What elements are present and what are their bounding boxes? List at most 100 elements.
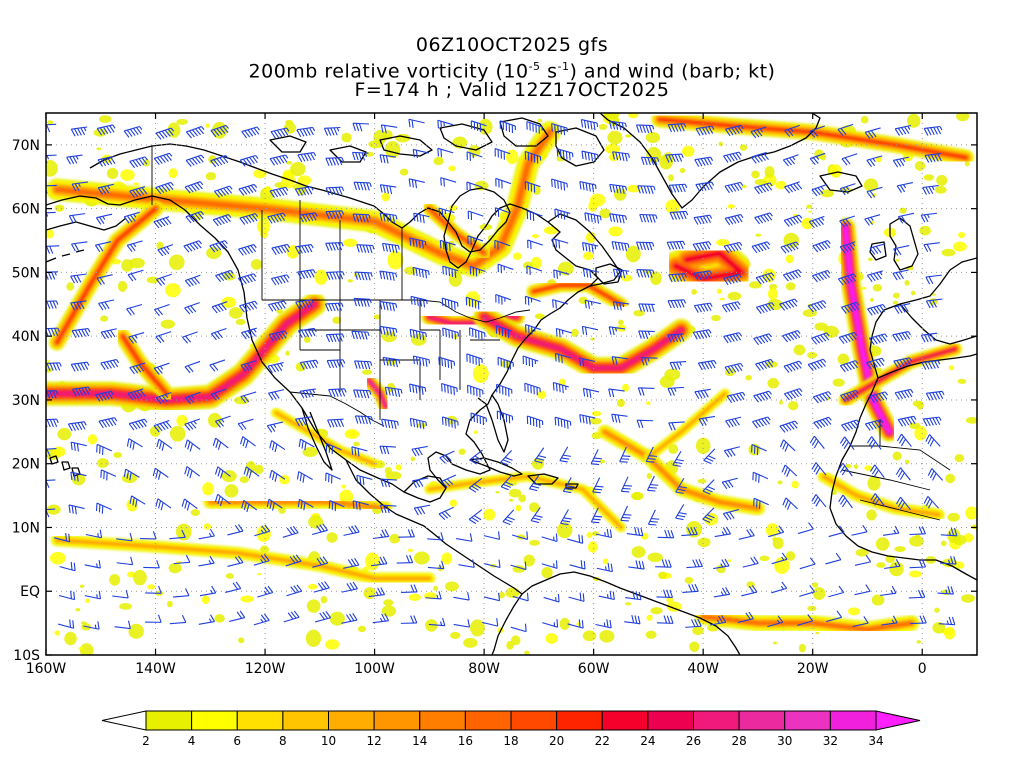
colorbar-label: 16: [458, 734, 473, 748]
wind-barb: [71, 241, 88, 252]
wind-barb: [199, 585, 217, 597]
wind-barb: [567, 619, 584, 629]
wind-barb: [315, 610, 332, 623]
vorticity-speckle: [646, 401, 651, 406]
wind-barb: [556, 148, 574, 161]
wind-barb: [83, 621, 100, 630]
vorticity-speckle: [872, 193, 877, 198]
us-canada-border: [262, 299, 531, 323]
vorticity-speckle: [425, 619, 438, 632]
wind-barb: [781, 464, 798, 477]
colorbar-label: 6: [233, 734, 241, 748]
wind-barb: [153, 152, 173, 165]
wind-barb: [412, 148, 429, 159]
wind-barb: [771, 581, 788, 594]
vorticity-speckle: [645, 630, 657, 639]
wind-barb: [298, 438, 315, 451]
vorticity-speckle: [121, 259, 134, 272]
wind-barb: [184, 181, 204, 194]
vorticity-speckle: [599, 459, 606, 464]
wind-barb: [894, 124, 911, 136]
wind-barb: [379, 184, 397, 195]
colorbar-segment: [693, 710, 740, 731]
vorticity-speckle: [785, 282, 796, 291]
wind-barb: [755, 272, 775, 285]
wind-barb: [100, 469, 117, 481]
wind-barb: [709, 615, 727, 626]
vorticity-speckle: [534, 313, 545, 320]
vorticity-speckle: [716, 564, 726, 574]
wind-barb: [809, 435, 825, 449]
vorticity-speckle: [650, 607, 663, 615]
vorticity-speckle: [109, 573, 121, 586]
wind-barb: [828, 525, 845, 538]
vorticity-speckle: [892, 292, 900, 299]
wind-barb: [612, 151, 630, 162]
vorticity-speckle: [582, 630, 597, 642]
colorbar-segment: [373, 710, 421, 731]
wind-barb: [466, 151, 483, 161]
title2-exp1: -5: [528, 60, 541, 73]
wind-barb: [559, 446, 571, 463]
wind-barb: [409, 417, 427, 430]
vorticity-speckle: [263, 186, 272, 195]
wind-barb: [868, 333, 888, 345]
wind-barb: [755, 358, 774, 371]
wind-barb: [294, 243, 314, 255]
wind-barb: [511, 531, 529, 540]
vorticity-speckle: [751, 170, 760, 179]
wind-barb: [70, 300, 87, 311]
vorticity-speckle: [625, 245, 641, 263]
vorticity-speckle: [411, 333, 427, 346]
wind-barb: [266, 421, 284, 433]
wind-barb: [510, 561, 527, 571]
colorbar-label: 2: [142, 734, 150, 748]
colorbar-segment: [328, 710, 375, 731]
wind-barb: [70, 126, 88, 137]
wind-barb: [896, 433, 912, 447]
vorticity-speckle: [620, 274, 633, 282]
wind-barb: [440, 474, 457, 488]
wind-barb: [645, 446, 658, 463]
wind-barb: [784, 124, 800, 138]
vorticity-speckle: [665, 199, 680, 214]
wind-barb: [156, 273, 172, 286]
wind-barb: [552, 381, 569, 394]
vorticity-speckle: [598, 123, 608, 131]
wind-barb: [811, 494, 827, 508]
vorticity-speckle: [353, 441, 360, 447]
vorticity-speckle: [894, 546, 906, 552]
wind-barb: [608, 388, 625, 398]
vorticity-speckle: [121, 473, 138, 484]
wind-barb: [925, 434, 941, 447]
vorticity-speckle: [128, 623, 144, 639]
wind-barb: [466, 181, 483, 192]
vorticity-speckle: [228, 307, 243, 319]
wind-barb: [253, 613, 270, 626]
vorticity-speckle: [206, 247, 222, 259]
wind-barb: [839, 183, 856, 196]
vorticity-speckle: [306, 599, 321, 613]
vorticity-speckle: [855, 548, 869, 557]
wind-barb: [46, 327, 60, 337]
vorticity-speckle: [357, 625, 367, 633]
wind-barb: [722, 509, 740, 521]
wind-barb: [341, 612, 358, 624]
wind-barb: [152, 467, 169, 480]
wind-barb: [467, 210, 484, 221]
wind-barb: [881, 615, 898, 626]
vorticity-speckle: [726, 559, 732, 562]
vorticity-speckle: [347, 279, 354, 283]
vorticity-speckle: [472, 364, 489, 384]
vorticity-speckle: [774, 557, 790, 575]
wind-barb: [267, 212, 286, 224]
vorticity-speckle: [389, 533, 401, 544]
wind-barb: [554, 208, 571, 220]
vorticity-speckle: [458, 448, 466, 455]
wind-barb: [184, 360, 201, 374]
vorticity-speckle: [785, 551, 796, 561]
wind-barb: [128, 418, 148, 431]
vorticity-speckle: [823, 325, 839, 338]
vorticity-speckle: [772, 641, 778, 645]
